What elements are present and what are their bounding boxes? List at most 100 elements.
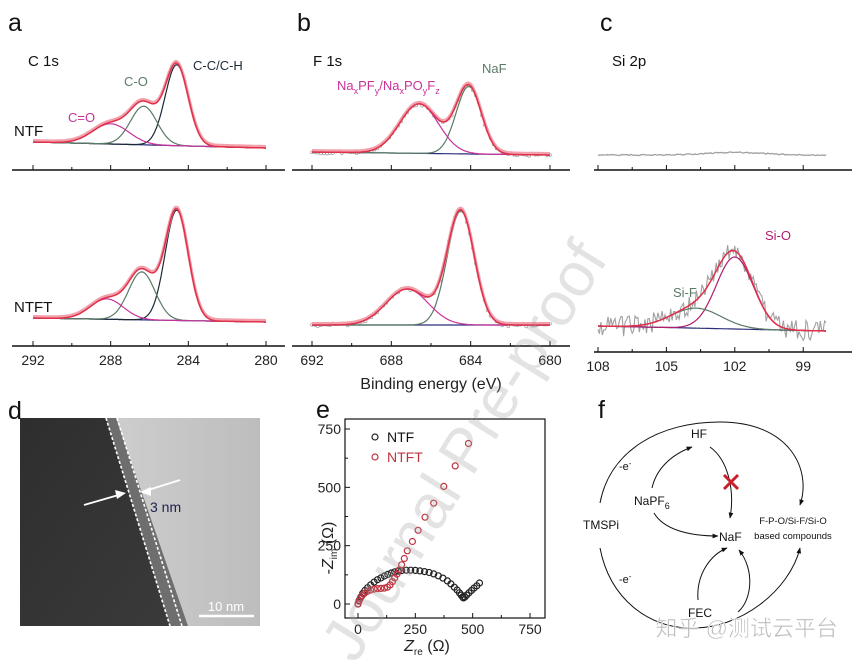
panel-letter-c: c	[600, 9, 613, 37]
legend-label-ntft: NTFT	[387, 449, 423, 465]
data-point-ntf	[416, 567, 424, 575]
tick-label-280: 280	[254, 352, 278, 368]
data-point-ntft	[451, 462, 459, 470]
x-tick-label-500: 500	[461, 621, 485, 637]
envelope-glow	[312, 81, 550, 155]
annotation-napf-napof: NaxPFy/NaxPOyFz	[337, 78, 440, 96]
panel-b-f1s: F 1s NaF NaxPFy/NaxPOyFz 692 688 684 680 Bi…	[292, 53, 570, 393]
electron-label-bottom: -e-	[619, 572, 632, 586]
tick-label-288: 288	[99, 352, 123, 368]
envelope-fit-line	[33, 62, 266, 149]
envelope-glow	[33, 59, 266, 148]
platform-watermark: 知乎 @测试云平台	[656, 616, 838, 641]
data-point-ntft	[391, 574, 399, 582]
interface-dashed-line-inner	[105, 418, 171, 626]
arrow-napf6-to-naf	[653, 512, 719, 539]
data-point-ntft	[373, 584, 382, 593]
x-axis-a-top	[12, 165, 285, 171]
tick-label-284: 284	[177, 352, 201, 368]
data-point-ntft	[370, 585, 378, 593]
data-point-ntf	[373, 576, 382, 584]
component-peak-sio	[598, 256, 826, 332]
data-point-ntft	[430, 499, 438, 507]
interface-dashed-line-outer	[116, 418, 183, 626]
data-point-ntf	[430, 570, 438, 578]
panel-letter-b: b	[297, 9, 311, 37]
data-point-ntf	[461, 593, 469, 601]
arrow-tmspi-to-products-top	[599, 421, 805, 506]
spectrum-ntf-si2p	[597, 151, 827, 157]
legend-marker-ntft	[371, 453, 379, 461]
raw-spectrum-line	[597, 151, 827, 157]
arrow-left-shaft	[83, 493, 123, 506]
tick-label-105: 105	[655, 358, 679, 374]
annotation-naf: NaF	[482, 61, 507, 76]
annotation-c-o: C-O	[124, 74, 148, 89]
data-point-ntf	[411, 566, 419, 575]
data-point-ntf	[377, 574, 385, 582]
y-tick-label-0: 0	[333, 596, 341, 612]
data-point-ntft	[464, 439, 473, 448]
data-point-ntft	[440, 482, 448, 490]
panel-letter-f: f	[598, 396, 605, 424]
data-point-ntf	[402, 566, 410, 574]
raw-spectrum-line	[597, 245, 827, 342]
component-peak-ccch	[33, 64, 266, 149]
x-axis-b-bottom: 692 688 684 680	[292, 341, 570, 368]
envelope-glow	[33, 205, 266, 322]
tick-label-292: 292	[21, 352, 45, 368]
envelope-fit-line	[33, 207, 266, 323]
data-point-ntft	[377, 584, 385, 593]
spectrum-ntf-f1s	[310, 81, 552, 158]
arrow-hf-to-naf	[709, 446, 734, 519]
tick-label-102: 102	[723, 358, 747, 374]
arrow-tmspi-to-products-bottom	[599, 547, 802, 629]
si2p-title: Si 2p	[612, 53, 646, 70]
envelope-glow	[312, 206, 550, 325]
annotation-cc-ch: C-C/C-H	[193, 58, 243, 73]
spectrum-ntft-si2p	[597, 245, 827, 342]
arrow-fec-to-naf-right	[737, 549, 751, 613]
annotation-c-eq-o: C=O	[68, 110, 95, 125]
envelope-fit-line	[312, 208, 550, 326]
sample-label-ntf-a: NTF	[14, 123, 43, 140]
node-tmspi: TMSPi	[583, 518, 619, 532]
data-point-ntf	[420, 567, 429, 576]
f1s-title: F 1s	[313, 53, 342, 70]
arrow-napf6-to-hf	[651, 446, 693, 489]
data-point-ntf	[380, 572, 388, 580]
legend-marker-ntf	[371, 433, 379, 441]
data-points	[354, 439, 484, 608]
panel-letter-d: d	[8, 397, 22, 425]
thickness-label: 3 nm	[150, 499, 181, 515]
data-point-ntf	[407, 566, 415, 574]
data-point-ntft	[400, 554, 408, 563]
data-point-ntft	[363, 587, 371, 596]
component-peak-naf	[312, 85, 550, 156]
node-products-line2: based compounds	[754, 531, 832, 542]
x-tick-label-750: 750	[518, 621, 542, 637]
node-naf: NaF	[719, 530, 742, 544]
x-tick-label-0: 0	[354, 621, 362, 637]
component-peak-ccch	[33, 209, 266, 323]
node-products-line1: F-P-O/Si-F/Si-O	[759, 516, 827, 527]
arrow-left-pointing-icon	[140, 487, 151, 496]
data-point-ntft	[380, 584, 388, 592]
component-peak-sif	[598, 307, 826, 332]
envelope-fit-line	[598, 249, 826, 332]
plot-frame	[344, 418, 546, 619]
axis-ticks: 0 250 500 750 0 250 500 750	[318, 421, 542, 637]
y-tick-label-750: 750	[318, 421, 342, 437]
scale-bar-label: 10 nm	[208, 599, 244, 614]
x-axis-a-bottom: 292 288 284 280	[12, 341, 285, 368]
tick-label-680: 680	[538, 352, 562, 368]
x-axis-c-bottom: 108 105 102 99	[586, 347, 852, 374]
spectrum-ntft-c1s	[33, 205, 266, 323]
arrow-fec-to-naf-left	[697, 547, 728, 601]
annotation-si-f: Si-F	[673, 285, 697, 300]
data-point-ntft	[388, 577, 396, 586]
c1s-title: C 1s	[28, 53, 59, 70]
tick-label-99: 99	[795, 358, 811, 374]
data-point-ntft	[414, 526, 422, 534]
x-axis-title: Zre (Ω)	[403, 638, 450, 658]
